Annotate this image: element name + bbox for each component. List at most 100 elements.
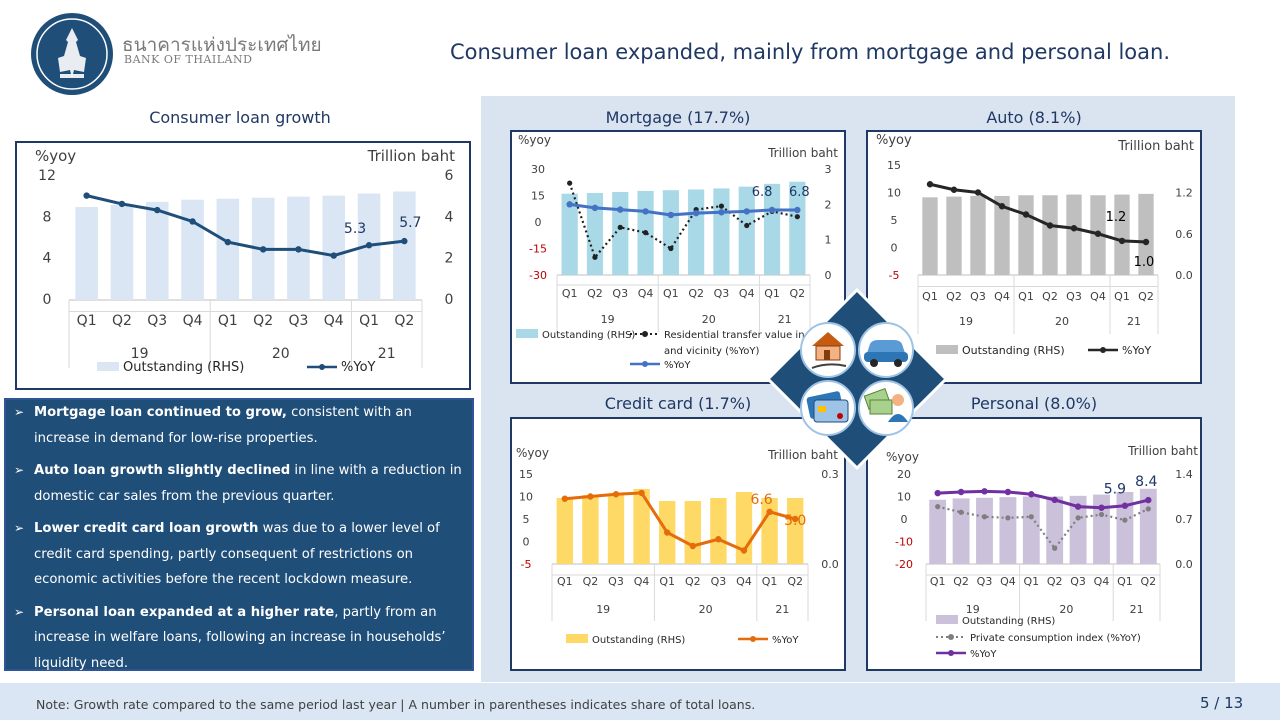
left-tick-label: 0 xyxy=(43,292,52,308)
year-label: 19 xyxy=(966,603,980,616)
bullet-text: was due to a lower level of credit card … xyxy=(34,521,440,587)
category-label: Q3 xyxy=(1070,575,1086,588)
yoy-point xyxy=(401,237,408,245)
category-label: Q2 xyxy=(1140,575,1156,588)
year-label: 20 xyxy=(1059,603,1073,616)
left-tick-label: 8 xyxy=(43,209,52,225)
reference-point xyxy=(744,222,750,229)
outstanding-bar xyxy=(216,198,240,300)
year-label: 19 xyxy=(601,313,615,326)
data-label: 1.0 xyxy=(1134,255,1155,270)
yoy-point xyxy=(1074,503,1082,510)
outstanding-bar xyxy=(929,499,947,564)
data-label: 6.8 xyxy=(789,185,810,200)
reference-point xyxy=(592,254,598,260)
category-label: Q1 xyxy=(77,313,97,329)
outstanding-bar xyxy=(1116,492,1134,564)
yoy-point xyxy=(1121,502,1129,509)
yoy-point xyxy=(642,208,649,215)
mortgage-chart-title: Mortgage (17.7%) xyxy=(605,108,751,127)
left-tick-label: 30 xyxy=(531,163,545,176)
auto-chart: %yoy Trillion baht 15 10 5 0 -5 1.2 0.6 0.0 Q1 Q2 Q3… xyxy=(876,133,1194,357)
summary-bullets: ➢ Mortgage loan continued to grow, consis… xyxy=(4,398,474,671)
yoy-point xyxy=(1118,237,1126,245)
reference-point xyxy=(1028,514,1034,520)
auto-chart-panel: %yoy Trillion baht 15 10 5 0 -5 1.2 0.6 0.0 Q1 Q2 Q3… xyxy=(866,130,1202,384)
right-axis-label: Trillion baht xyxy=(367,147,455,165)
category-label: Q4 xyxy=(739,287,755,300)
bullet-text: consistent with an increase in demand fo… xyxy=(34,405,412,446)
outstanding-bar xyxy=(145,201,169,300)
loan-types-diamond xyxy=(766,288,948,470)
yoy-point xyxy=(612,491,620,498)
bullet-arrow-icon: ➢ xyxy=(14,405,25,419)
category-label: Q3 xyxy=(1066,290,1082,303)
right-tick-label: 0.0 xyxy=(821,558,839,571)
category-label: Q4 xyxy=(994,290,1010,303)
data-label: 8.4 xyxy=(1135,474,1157,490)
category-label: Q3 xyxy=(608,575,624,588)
bullet-text: , partly from an increase in welfare loa… xyxy=(34,604,446,671)
bullet-arrow-icon: ➢ xyxy=(14,521,25,535)
yoy-point xyxy=(792,515,799,523)
category-label: Q3 xyxy=(711,575,727,588)
person-money-icon xyxy=(858,380,914,436)
yoy-point xyxy=(118,200,126,208)
right-tick-label: 2 xyxy=(825,198,832,211)
car-icon xyxy=(858,322,914,378)
outstanding-bar xyxy=(952,498,970,564)
category-label: Q3 xyxy=(714,287,730,300)
right-tick-label: 6 xyxy=(445,168,454,184)
personal-chart: %yoy Trillion baht 20 10 0 -10 -20 1.4 0.7 0.0 Q1 Q… xyxy=(886,444,1198,660)
outstanding-bar xyxy=(1018,195,1034,275)
auto-chart-title: Auto (8.1%) xyxy=(986,108,1082,127)
legend-swatch-bar xyxy=(97,362,119,371)
category-label: Q4 xyxy=(634,575,650,588)
right-tick-label: 2 xyxy=(445,251,454,267)
year-label: 21 xyxy=(1127,315,1141,328)
left-axis-label: %yoy xyxy=(886,450,919,464)
yoy-point xyxy=(950,186,958,193)
bullet-bold-text: Personal loan expanded at a higher rate xyxy=(34,604,335,620)
legend-swatch-bar xyxy=(936,345,958,354)
legend-swatch-marker xyxy=(642,331,648,337)
data-label: 6.6 xyxy=(750,492,772,508)
right-tick-label: 0.3 xyxy=(821,468,839,481)
yoy-line xyxy=(86,194,405,258)
yoy-line xyxy=(569,202,798,217)
left-tick-label: 12 xyxy=(38,168,56,184)
yoy-point xyxy=(718,209,725,216)
outstanding-bar xyxy=(1114,194,1130,275)
yoy-point xyxy=(154,206,161,214)
data-label: 5.9 xyxy=(1104,482,1126,498)
outstanding-bar xyxy=(1046,496,1064,564)
credit-chart-title: Credit card (1.7%) xyxy=(604,394,752,413)
yoy-point xyxy=(998,203,1006,210)
category-label: Q1 xyxy=(762,575,778,588)
yoy-point xyxy=(1028,491,1035,498)
bullet-text: in line with a reduction in domestic car… xyxy=(34,463,462,504)
outstanding-bar xyxy=(970,195,986,275)
yoy-point xyxy=(1022,211,1030,218)
yoy-point xyxy=(365,242,373,249)
consumer-chart-panel: %yoy Trillion baht 12 8 4 0 6 4 2 0 Q1 Q2 Q3 Q4 Q1 Q2 Q3… xyxy=(15,141,471,390)
credit-chart-panel: %yoy Trillion baht 15 10 5 0 -5 0.3 0.0 Q1 Q2 Q3 Q4 Q… xyxy=(510,417,846,671)
reference-point xyxy=(668,245,674,252)
year-label: 20 xyxy=(1055,315,1069,328)
reference-dotted-line xyxy=(568,182,798,260)
bullet-item: ➢ Mortgage loan continued to grow, consis… xyxy=(14,400,466,451)
right-tick-label: 0.0 xyxy=(1175,269,1193,282)
right-tick-label: 0.7 xyxy=(1175,513,1193,526)
left-tick-label: 15 xyxy=(531,190,545,203)
reference-point xyxy=(981,514,988,520)
category-label: Q2 xyxy=(685,575,701,588)
reference-point xyxy=(1075,515,1081,521)
year-label: 19 xyxy=(131,346,149,362)
right-tick-label: 1.4 xyxy=(1175,468,1193,481)
outstanding-bar xyxy=(582,495,599,564)
outstanding-bar xyxy=(662,190,679,275)
category-label: Q1 xyxy=(562,287,578,300)
data-label: 5.3 xyxy=(344,221,366,237)
